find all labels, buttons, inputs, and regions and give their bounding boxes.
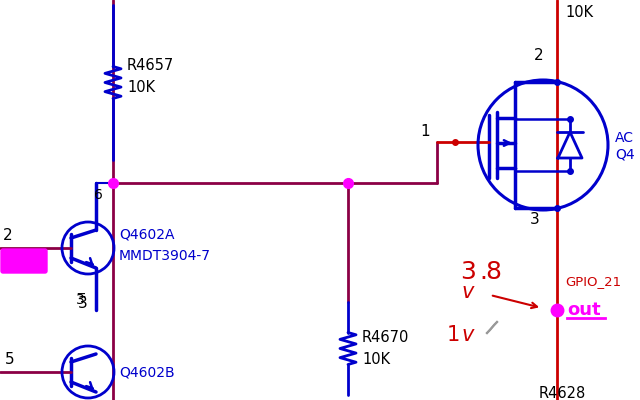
Text: 3̄: 3̄ [78, 296, 88, 310]
Text: $\mathit{1}$: $\mathit{1}$ [446, 325, 460, 345]
Text: 6: 6 [94, 188, 103, 202]
Text: 10K: 10K [362, 352, 390, 368]
Text: 10K: 10K [565, 5, 593, 20]
Text: out: out [567, 301, 600, 319]
Text: 2: 2 [534, 48, 544, 62]
Text: 3̅: 3̅ [76, 293, 84, 307]
Text: 5: 5 [5, 352, 15, 368]
Text: R4670: R4670 [362, 330, 410, 346]
Text: AC: AC [615, 131, 634, 145]
Text: $\mathit{v}$: $\mathit{v}$ [461, 325, 476, 345]
Text: $\mathit{8}$: $\mathit{8}$ [485, 260, 501, 284]
Text: .: . [479, 260, 487, 284]
Text: GPIO_21: GPIO_21 [565, 276, 621, 288]
Text: $\mathit{v}$: $\mathit{v}$ [461, 282, 476, 302]
Text: $\mathit{3}$: $\mathit{3}$ [460, 260, 476, 284]
Text: Q4602B: Q4602B [119, 365, 175, 379]
Text: R4628: R4628 [539, 386, 586, 400]
Text: 2: 2 [3, 228, 13, 244]
Text: 1: 1 [420, 124, 430, 140]
Text: EN1: EN1 [10, 254, 38, 268]
Text: R4657: R4657 [127, 58, 174, 72]
Text: Q4602A: Q4602A [119, 227, 175, 241]
Text: 3: 3 [530, 212, 540, 228]
Text: MMDT3904-7: MMDT3904-7 [119, 249, 211, 263]
Text: 10K: 10K [127, 80, 155, 96]
Text: Q4: Q4 [615, 148, 635, 162]
FancyBboxPatch shape [1, 249, 47, 273]
